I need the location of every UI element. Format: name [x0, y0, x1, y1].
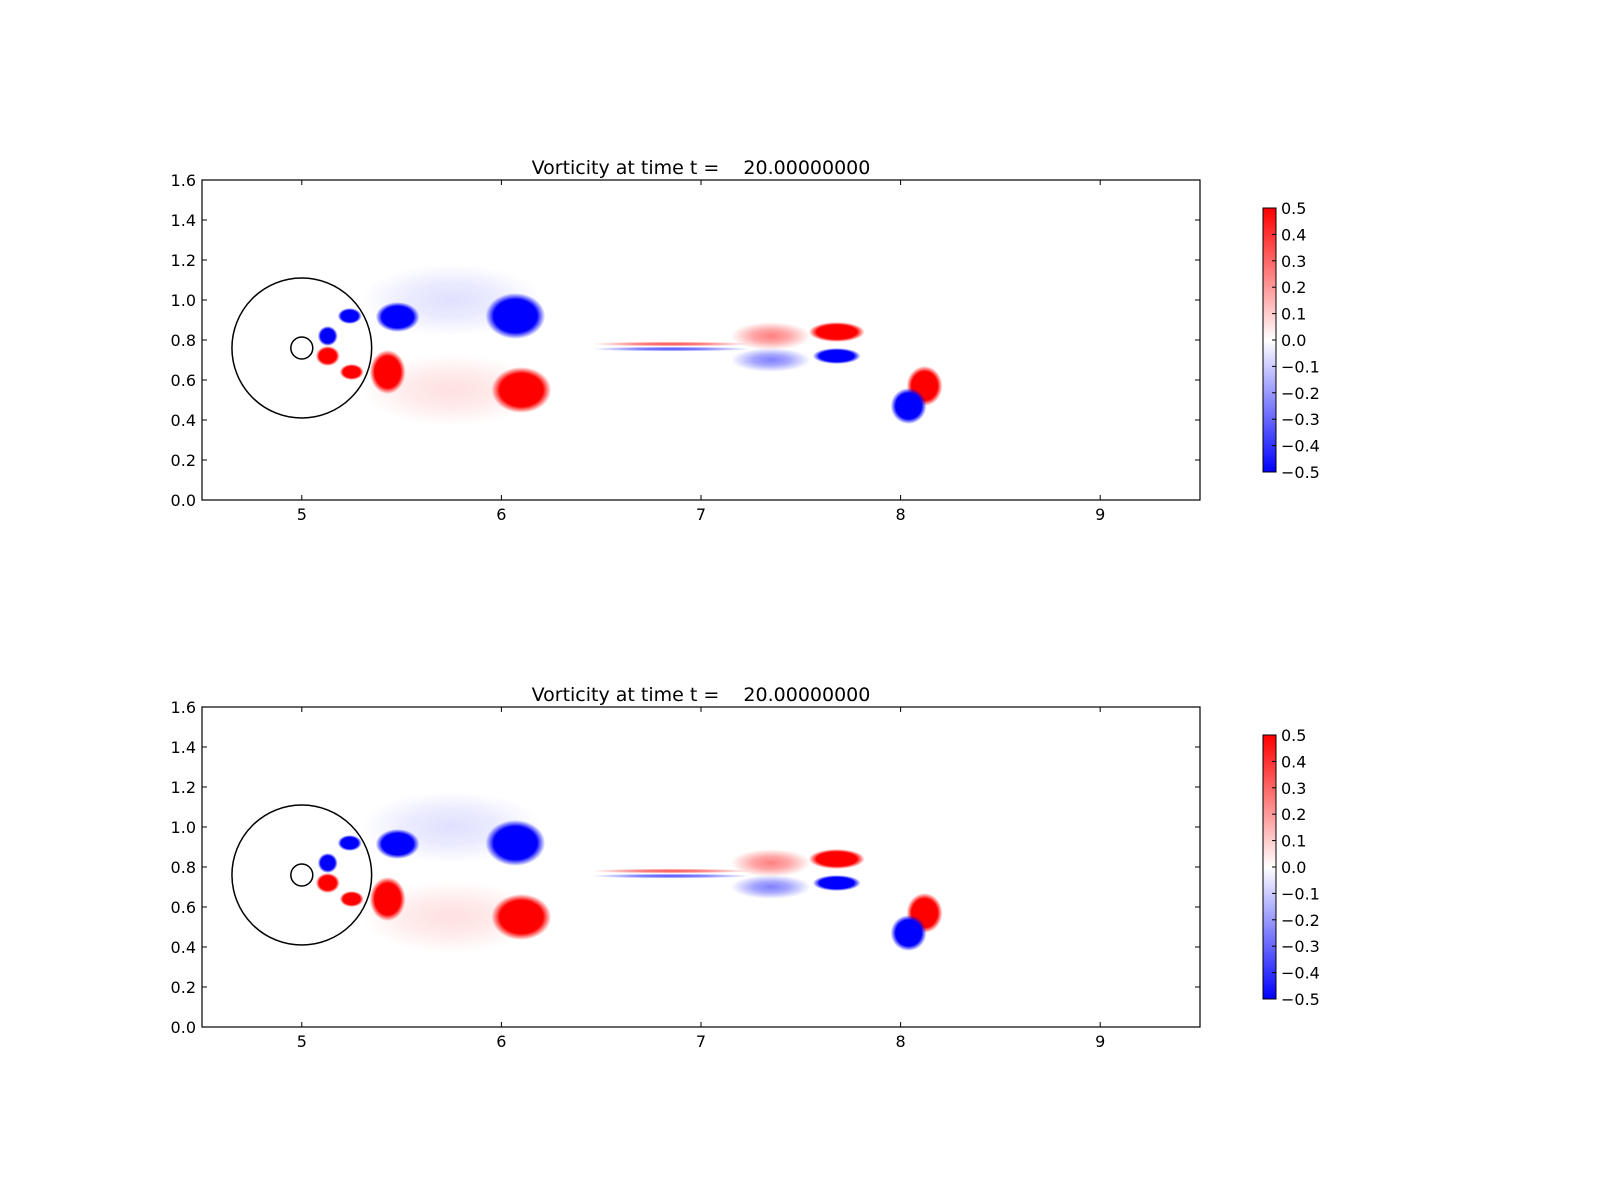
- vortex-blob: [890, 915, 927, 951]
- colorbar-tick-label: 0.5: [1281, 199, 1306, 218]
- vortex-blob: [315, 873, 340, 893]
- colorbar: 0.5 0.4 0.3 0.2 0.1 0.0 −0.1 −0.2 −0.3 −0.4 −0.5: [1262, 199, 1320, 482]
- vortex-blob: [730, 348, 811, 372]
- colorbar-tick-label: −0.2: [1281, 384, 1320, 403]
- y-tick-label: 1.6: [171, 698, 196, 717]
- x-tick-label: 9: [1095, 1032, 1105, 1051]
- y-tick-label: 1.4: [171, 211, 196, 230]
- vortex-blob: [315, 346, 340, 366]
- vortex-blob: [361, 881, 542, 953]
- vortex-blob: [730, 322, 811, 350]
- vorticity-field: [231, 791, 943, 953]
- vortex-blob: [361, 354, 542, 426]
- vortex-blob: [730, 849, 811, 877]
- vortex-blob: [812, 875, 861, 891]
- x-tick-label: 5: [297, 505, 307, 524]
- vortex-blob: [591, 868, 751, 874]
- colorbar-tick-label: 0.1: [1281, 305, 1306, 324]
- colorbar-tick-label: 0.0: [1281, 331, 1306, 350]
- y-tick-label: 1.4: [171, 738, 196, 757]
- outer-circle: [231, 804, 373, 946]
- colorbar-tick-label: −0.1: [1281, 357, 1320, 376]
- colorbar-tick-label: 0.3: [1281, 252, 1306, 271]
- y-tick-label: 0.0: [171, 491, 196, 510]
- plot-area: [202, 180, 1200, 500]
- x-tick-label: 6: [496, 505, 506, 524]
- vortex-blob: [339, 891, 364, 907]
- inner-circle: [290, 336, 314, 360]
- colorbar-tick-label: 0.5: [1281, 726, 1306, 745]
- outer-circle: [231, 277, 373, 419]
- x-tick-label: 5: [297, 1032, 307, 1051]
- y-tick-label: 0.6: [171, 898, 196, 917]
- colorbar-tick-label: 0.3: [1281, 779, 1306, 798]
- vortex-blob: [812, 348, 861, 364]
- vortex-blob: [337, 835, 362, 851]
- chart-title: Vorticity at time t = 20.00000000: [532, 684, 871, 706]
- colorbar-tick-label: −0.2: [1281, 911, 1320, 930]
- colorbar: 0.5 0.4 0.3 0.2 0.1 0.0 −0.1 −0.2 −0.3 −0.4 −0.5: [1262, 726, 1320, 1009]
- vortex-blob: [591, 341, 751, 347]
- vortex-blob: [317, 326, 338, 346]
- colorbar-tick-label: −0.3: [1281, 410, 1320, 429]
- vortex-blob: [317, 853, 338, 873]
- y-tick-label: 1.2: [171, 778, 196, 797]
- colorbar-tick-label: −0.5: [1281, 990, 1320, 1009]
- vortex-blob: [591, 873, 751, 879]
- x-tick-label: 8: [896, 505, 906, 524]
- colorbar-tick-label: 0.1: [1281, 832, 1306, 851]
- y-tick-label: 0.2: [171, 451, 196, 470]
- chart-title: Vorticity at time t = 20.00000000: [532, 157, 871, 179]
- vorticity-field: [231, 264, 943, 426]
- colorbar-tick-label: 0.4: [1281, 225, 1306, 244]
- colorbar-tick-label: −0.1: [1281, 884, 1320, 903]
- x-tick-label: 9: [1095, 505, 1105, 524]
- vortex-blob: [591, 346, 751, 352]
- vorticity-panel-2: 5 6 7 8 9 0.0 0.2 0.4 0.6 0.8 1.0 1.2 1.4 1.6 Vorticit…: [171, 684, 1320, 1051]
- colorbar-tick-label: −0.4: [1281, 964, 1320, 983]
- x-tick-label: 7: [696, 1032, 706, 1051]
- colorbar-tick-label: −0.4: [1281, 437, 1320, 456]
- y-tick-label: 0.6: [171, 371, 196, 390]
- x-tick-label: 7: [696, 505, 706, 524]
- y-tick-label: 0.0: [171, 1018, 196, 1037]
- vortex-blob: [730, 875, 811, 899]
- y-tick-label: 0.8: [171, 858, 196, 877]
- inner-circle: [290, 863, 314, 887]
- vortex-blob: [337, 308, 362, 324]
- colorbar-tick-label: −0.3: [1281, 937, 1320, 956]
- vortex-blob: [361, 264, 542, 336]
- vorticity-panel-1: 5 6 7 8 9 0.0 0.2 0.4 0.6 0.8 1.0 1.2 1.4 1.6 Vorticit…: [171, 157, 1320, 524]
- y-tick-label: 0.4: [171, 411, 196, 430]
- vortex-blob: [808, 322, 865, 342]
- colorbar-tick-label: 0.0: [1281, 858, 1306, 877]
- vortex-blob: [339, 364, 364, 380]
- y-tick-label: 0.4: [171, 938, 196, 957]
- x-tick-label: 6: [496, 1032, 506, 1051]
- plot-area: [202, 707, 1200, 1027]
- y-tick-label: 1.0: [171, 818, 196, 837]
- y-tick-label: 1.0: [171, 291, 196, 310]
- vortex-blob: [890, 388, 927, 424]
- colorbar-tick-label: 0.2: [1281, 805, 1306, 824]
- y-tick-label: 1.2: [171, 251, 196, 270]
- colorbar-tick-label: 0.2: [1281, 278, 1306, 297]
- colorbar-tick-label: −0.5: [1281, 463, 1320, 482]
- colorbar-tick-label: 0.4: [1281, 752, 1306, 771]
- x-tick-label: 8: [896, 1032, 906, 1051]
- y-tick-label: 0.8: [171, 331, 196, 350]
- y-tick-label: 1.6: [171, 171, 196, 190]
- vortex-blob: [808, 849, 865, 869]
- vortex-blob: [361, 791, 542, 863]
- y-tick-label: 0.2: [171, 978, 196, 997]
